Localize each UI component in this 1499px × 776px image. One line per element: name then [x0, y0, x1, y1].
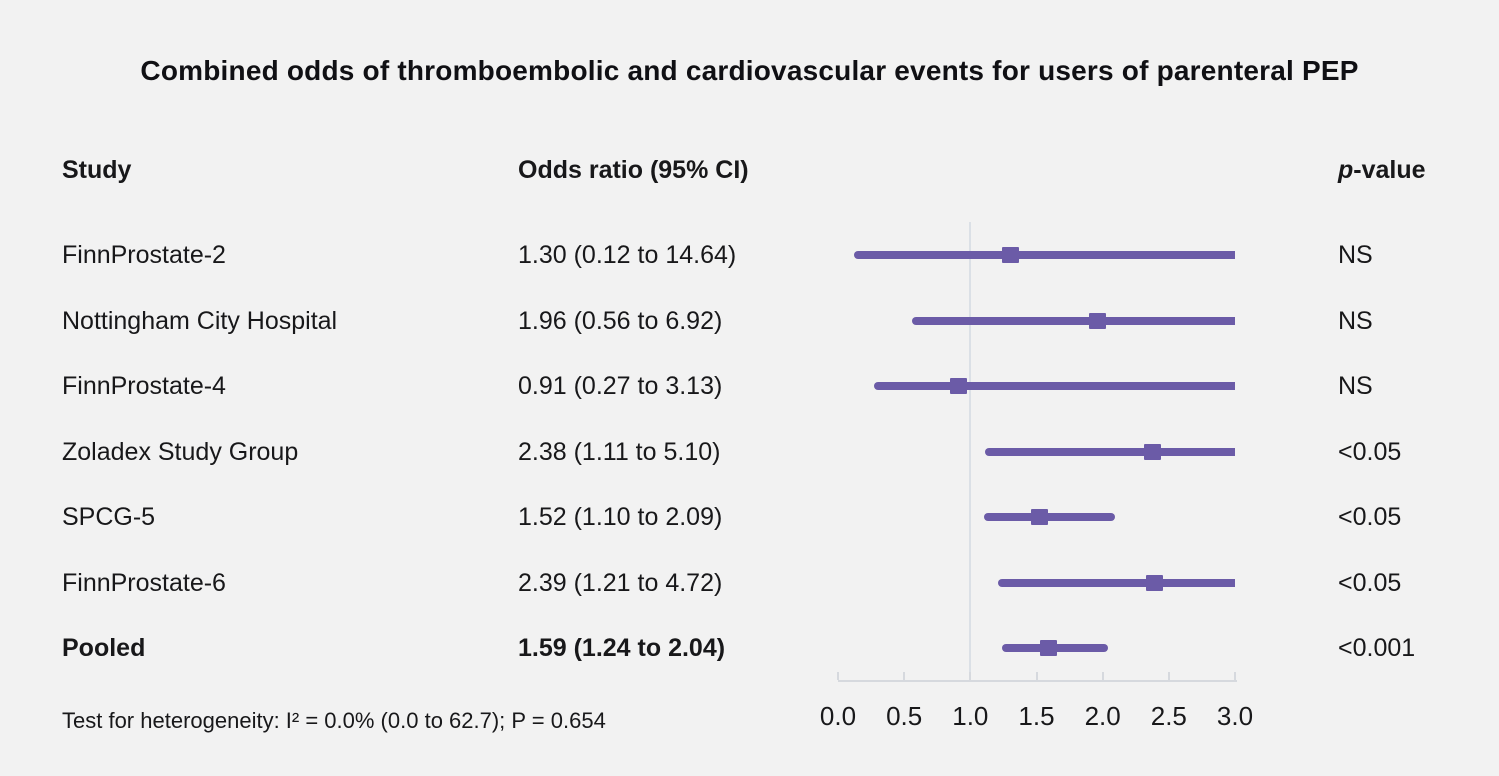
axis-tick	[969, 672, 972, 680]
estimate-marker	[949, 378, 967, 394]
reference-line	[969, 222, 972, 681]
odds-ratio-ci: 0.91 (0.27 to 3.13)	[518, 372, 723, 400]
axis-baseline	[838, 680, 1237, 682]
axis-tick	[837, 672, 839, 680]
axis-tick	[1234, 672, 1236, 680]
figure-title: Combined odds of thromboembolic and card…	[140, 55, 1359, 86]
column-header-odds-ratio: Odds ratio (95% CI)	[518, 156, 749, 184]
study-name: SPCG-5	[62, 503, 156, 531]
axis-tick-label: 1.5	[1018, 701, 1055, 731]
estimate-marker	[1039, 640, 1057, 656]
axis-tick-label: 0.0	[819, 701, 857, 731]
study-name: Nottingham City Hospital	[62, 307, 338, 335]
odds-ratio-ci: 1.52 (1.10 to 2.09)	[518, 503, 723, 531]
p-value: NS	[1338, 372, 1373, 400]
estimate-marker	[1144, 444, 1162, 460]
ci-line	[853, 251, 1235, 259]
p-value: <0.001	[1338, 634, 1416, 662]
p-value: NS	[1338, 241, 1373, 269]
axis-tick	[903, 672, 906, 680]
table-row: FinnProstate-4 0.91 (0.27 to 3.13) NS	[0, 369, 1499, 403]
axis-tick	[1035, 672, 1038, 680]
odds-ratio-ci: 2.38 (1.11 to 5.10)	[518, 438, 721, 466]
axis-tick	[1101, 672, 1104, 680]
heterogeneity-footnote: Test for heterogeneity: I² = 0.0% (0.0 t…	[62, 708, 606, 733]
column-header-p-value: p-value	[1338, 153, 1426, 187]
p-value-suffix: -value	[1353, 156, 1426, 184]
estimate-marker	[1088, 313, 1106, 329]
study-name: FinnProstate-2	[62, 241, 226, 269]
study-name: FinnProstate-4	[62, 372, 226, 400]
odds-ratio-ci: 1.59 (1.24 to 2.04)	[518, 634, 726, 662]
column-header-study: Study	[62, 156, 132, 184]
p-value: NS	[1338, 307, 1373, 335]
axis-tick-label: 2.0	[1084, 701, 1121, 731]
ci-line	[998, 579, 1235, 587]
ci-line	[873, 382, 1235, 390]
estimate-marker	[1001, 247, 1019, 263]
ci-line	[912, 317, 1235, 325]
odds-ratio-ci: 1.30 (0.12 to 14.64)	[518, 241, 737, 269]
axis-tick-label: 0.5	[886, 701, 923, 731]
study-name: Zoladex Study Group	[62, 438, 299, 466]
axis-tick-label: 3.0	[1216, 701, 1254, 731]
table-row: SPCG-5 1.52 (1.10 to 2.09) <0.05	[0, 500, 1499, 534]
ci-line	[984, 448, 1235, 456]
table-row: FinnProstate-6 2.39 (1.21 to 4.72) <0.05	[0, 566, 1499, 600]
p-value: <0.05	[1338, 503, 1402, 531]
p-value-italic-p: p	[1338, 156, 1354, 184]
table-row: Nottingham City Hospital 1.96 (0.56 to 6…	[0, 304, 1499, 338]
estimate-marker	[1145, 575, 1163, 591]
estimate-marker	[1030, 509, 1048, 525]
study-name: Pooled	[62, 634, 146, 662]
study-name: FinnProstate-6	[62, 569, 226, 597]
axis-tick	[1167, 672, 1170, 680]
odds-ratio-ci: 1.96 (0.56 to 6.92)	[518, 307, 723, 335]
axis-tick-label: 2.5	[1150, 701, 1187, 731]
p-value: <0.05	[1338, 438, 1402, 466]
ci-line	[983, 513, 1115, 521]
axis-tick-label: 1.0	[952, 701, 989, 731]
odds-ratio-ci: 2.39 (1.21 to 4.72)	[518, 569, 723, 597]
p-value: <0.05	[1338, 569, 1402, 597]
table-row: Zoladex Study Group 2.38 (1.11 to 5.10) …	[0, 435, 1499, 469]
table-row-pooled: Pooled 1.59 (1.24 to 2.04) <0.001	[0, 631, 1499, 665]
table-row: FinnProstate-2 1.30 (0.12 to 14.64) NS	[0, 238, 1499, 272]
